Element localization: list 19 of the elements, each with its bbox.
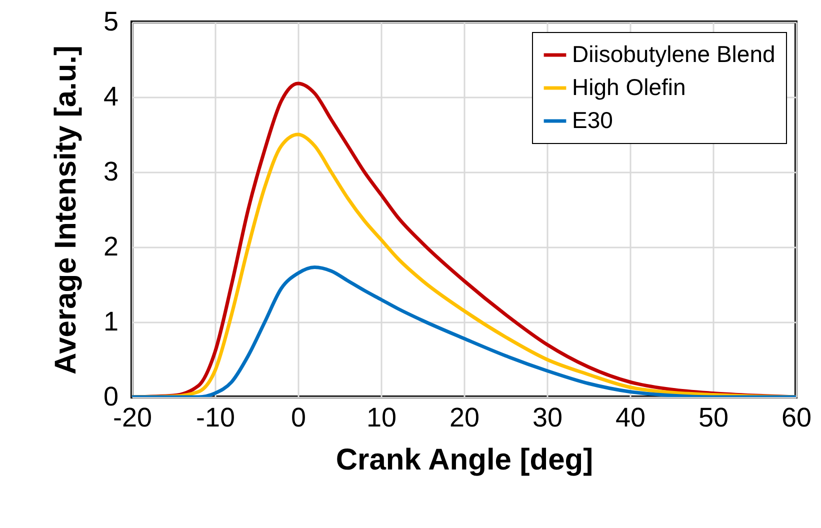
legend-label: High Olefin <box>572 74 686 100</box>
y-tick-label: 5 <box>103 6 118 36</box>
x-tick-label: -10 <box>196 402 236 432</box>
legend-label: Diisobutylene Blend <box>572 41 776 67</box>
y-axis-title: Average Intensity [a.u.] <box>49 46 82 374</box>
x-tick-label: 0 <box>290 402 306 432</box>
y-tick-label: 1 <box>103 306 118 336</box>
y-tick-label: 0 <box>103 382 118 412</box>
x-tick-label: 30 <box>532 402 563 432</box>
x-tick-label: 60 <box>781 402 812 432</box>
y-tick-label: 4 <box>103 82 118 112</box>
x-tick-label: 20 <box>449 402 480 432</box>
x-tick-label: 50 <box>698 402 729 432</box>
x-tick-label: 40 <box>615 402 646 432</box>
y-tick-label: 3 <box>103 156 118 186</box>
x-tick-label: 10 <box>366 402 397 432</box>
x-axis-title: Crank Angle [deg] <box>336 444 594 476</box>
y-tick-label: 2 <box>103 232 118 262</box>
legend-label: E30 <box>572 107 613 133</box>
